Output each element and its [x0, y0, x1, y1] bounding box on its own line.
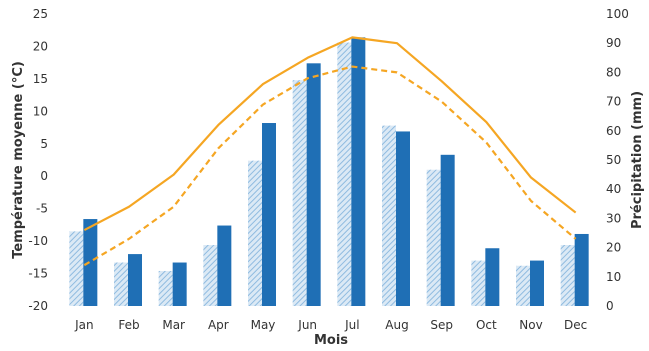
left-axis-title: Température moyenne (°C) [11, 61, 26, 259]
left-tick-label: 10 [33, 104, 48, 118]
bar-hatched [203, 245, 218, 306]
bar-solid [128, 254, 142, 306]
bar-hatched [158, 270, 173, 306]
left-tick-label: 25 [33, 7, 48, 21]
left-axis-ticks: -20 -15 -10 -5 0 5 10 15 20 25 [28, 7, 48, 313]
left-tick-label: 20 [33, 39, 48, 53]
bar-solid [83, 219, 98, 306]
right-tick-label: 90 [606, 36, 621, 50]
left-tick-label: -15 [28, 267, 48, 281]
left-tick-label: -5 [36, 202, 48, 216]
line-dashed [83, 65, 577, 267]
bar-solid [440, 154, 455, 306]
line-series-group [83, 36, 577, 267]
right-tick-label: 80 [606, 65, 621, 79]
bar-solid [262, 123, 276, 306]
right-tick-label: 70 [606, 95, 621, 109]
bar-solid [217, 225, 232, 306]
bar-hatched [471, 260, 486, 306]
right-tick-label: 30 [606, 211, 621, 225]
right-tick-label: 50 [606, 153, 621, 167]
left-tick-label: -20 [28, 299, 48, 313]
bar-series-group [69, 37, 589, 307]
left-tick-label: -10 [28, 234, 48, 248]
right-axis-title: Précipitation (mm) [630, 91, 645, 229]
bar-solid [485, 248, 500, 306]
x-tick-label: Sep [430, 318, 453, 332]
bar-hatched [426, 169, 441, 306]
right-tick-label: 60 [606, 124, 621, 138]
right-tick-label: 10 [606, 270, 621, 284]
right-tick-label: 40 [606, 182, 621, 196]
left-tick-label: 0 [40, 169, 48, 183]
bar-hatched [69, 231, 84, 306]
bar-solid [396, 131, 410, 306]
bar-hatched [292, 80, 307, 306]
right-tick-label: 100 [606, 7, 629, 21]
x-tick-label: Jul [344, 318, 359, 332]
x-tick-label: Apr [208, 318, 229, 332]
bar-solid [172, 262, 187, 306]
x-tick-label: Mar [162, 318, 185, 332]
bar-hatched [560, 245, 575, 306]
x-tick-label: May [251, 318, 276, 332]
bar-solid [530, 260, 544, 306]
line-solid [83, 36, 577, 232]
x-tick-label: Dec [564, 318, 587, 332]
right-tick-label: 0 [606, 299, 614, 313]
bar-hatched [337, 42, 352, 306]
bar-hatched [248, 160, 262, 306]
x-tick-label: Aug [385, 318, 408, 332]
x-tick-label: Jan [74, 318, 94, 332]
x-axis-title: Mois [314, 333, 348, 348]
bar-solid [306, 63, 321, 307]
x-tick-label: Nov [519, 318, 542, 332]
bar-solid [351, 37, 366, 307]
right-axis-ticks: 0 10 20 30 40 50 60 70 80 90 100 [606, 7, 629, 313]
x-tick-label: Jun [297, 318, 317, 332]
bar-solid [574, 233, 589, 306]
x-axis-ticks: Jan Feb Mar Apr May Jun Jul Aug Sep Oct Nov Dec [74, 318, 587, 332]
x-tick-label: Feb [118, 318, 139, 332]
bar-hatched [516, 265, 530, 306]
left-tick-label: 15 [33, 72, 48, 86]
right-tick-label: 20 [606, 241, 621, 255]
x-tick-label: Oct [476, 318, 497, 332]
bar-hatched [114, 262, 128, 306]
bar-hatched [382, 125, 396, 306]
left-tick-label: 5 [40, 137, 48, 151]
